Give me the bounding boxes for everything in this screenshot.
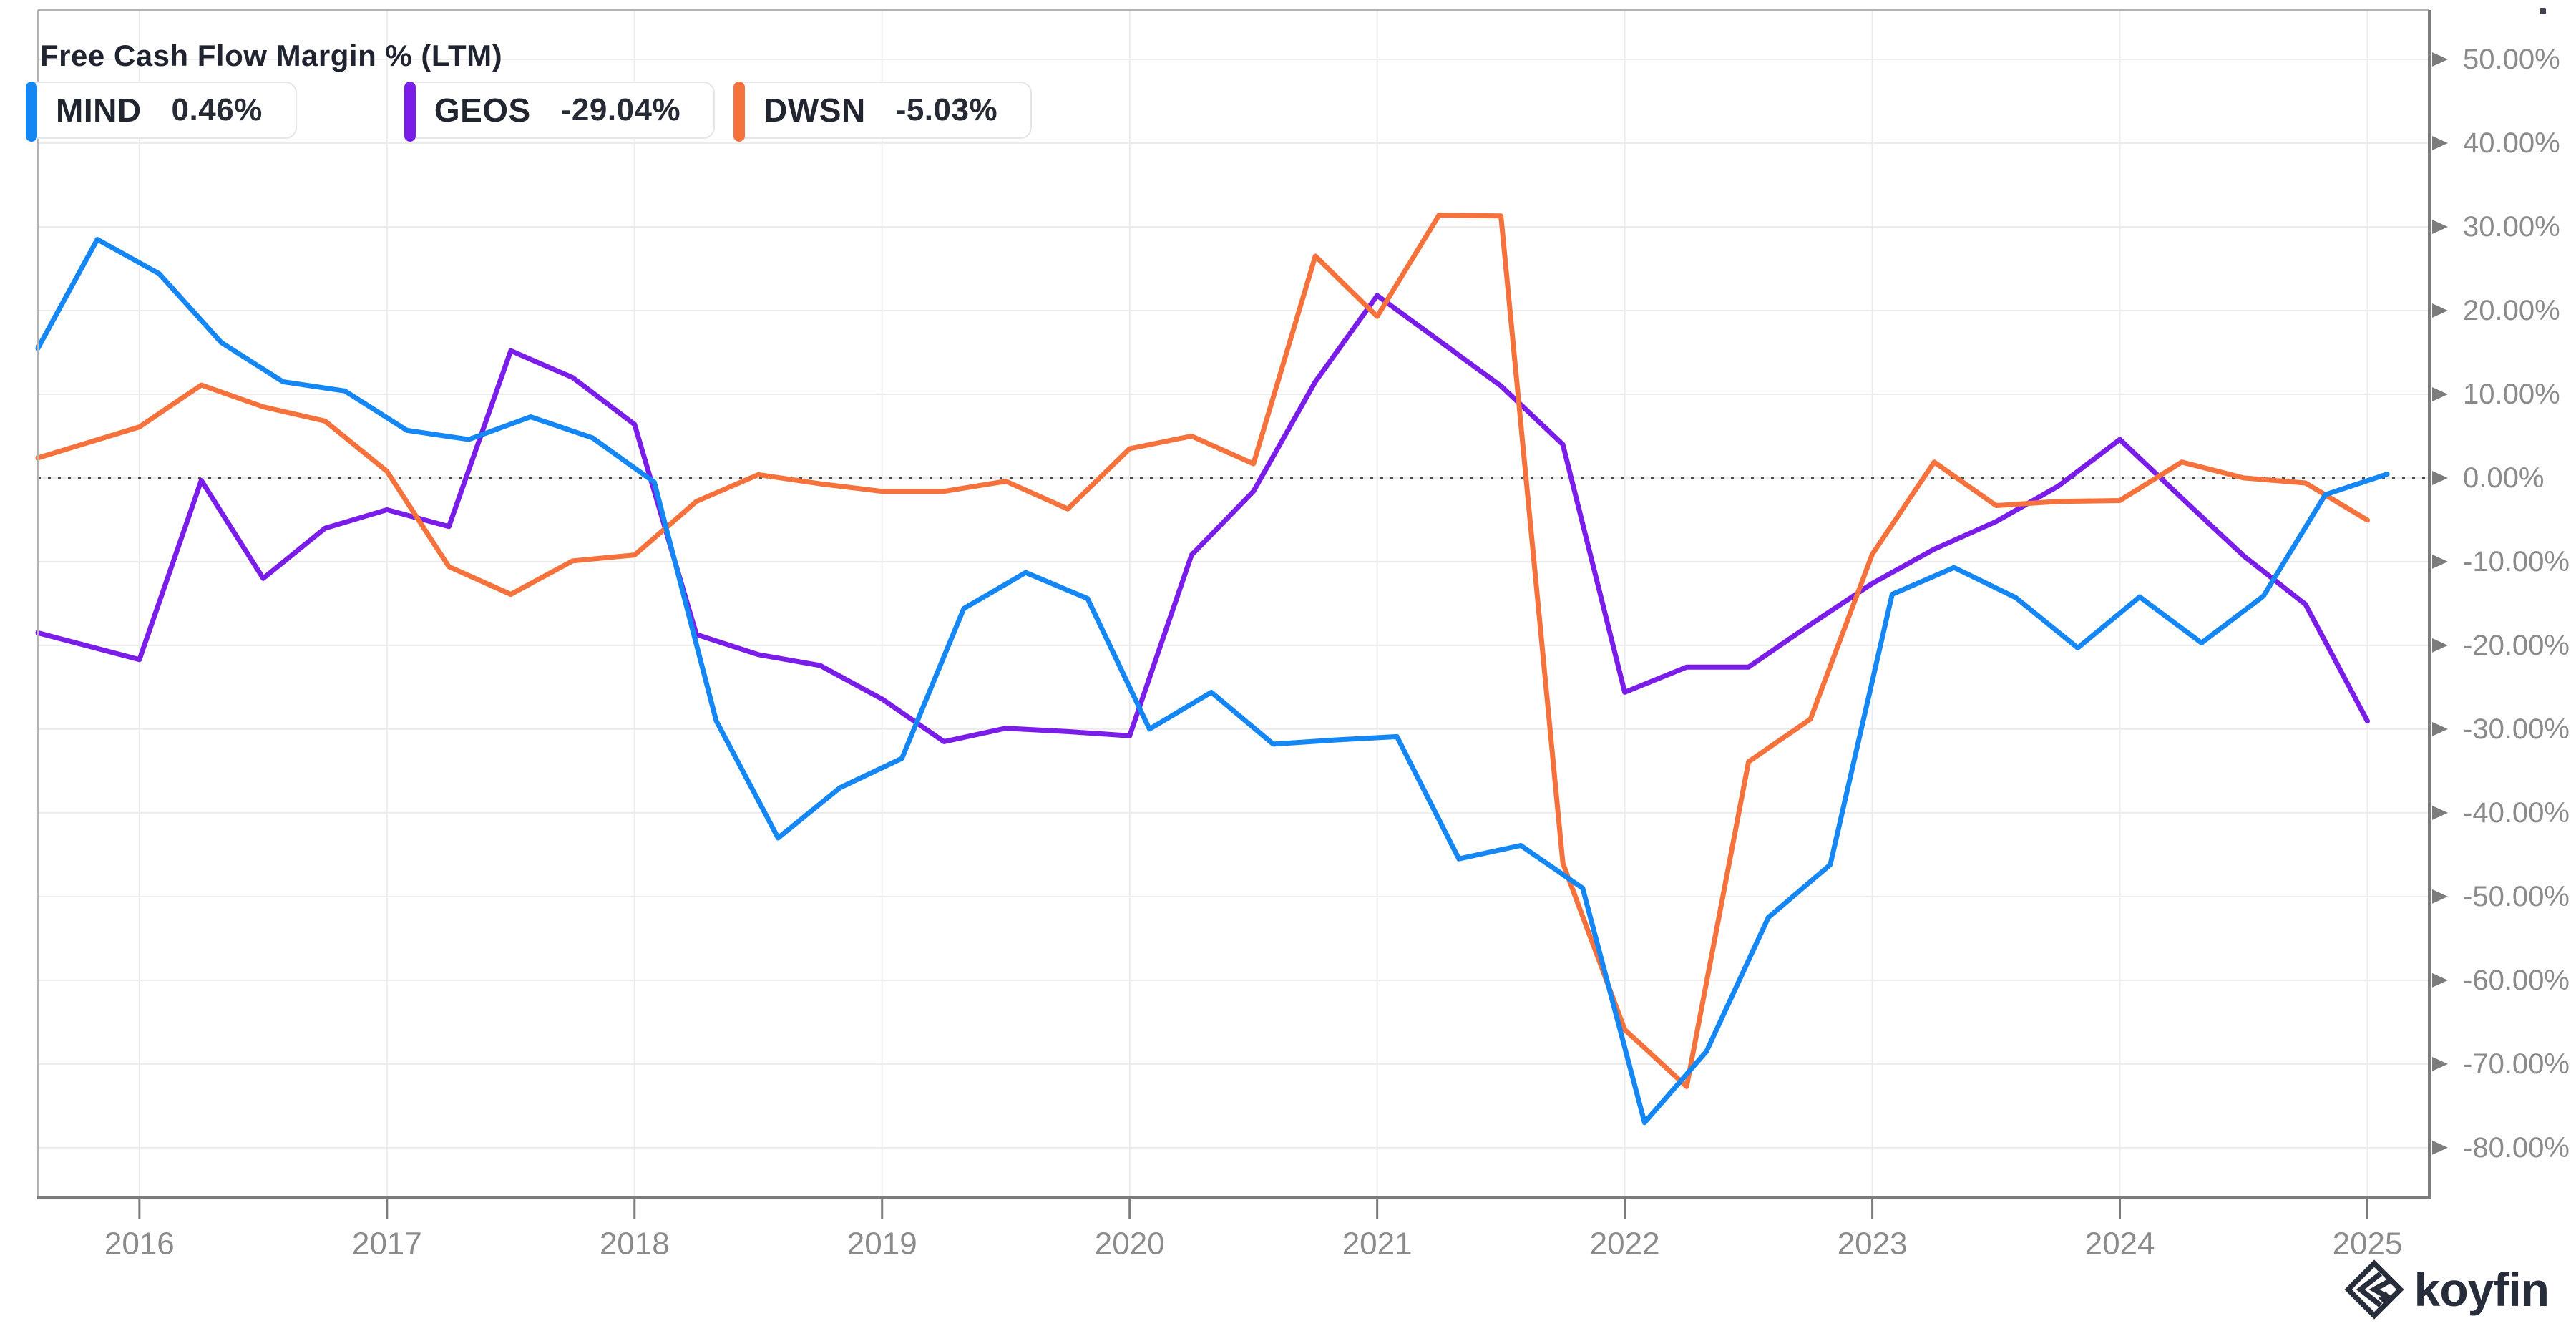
series-line-geos[interactable] [35, 293, 2370, 744]
y-tick-label: -30.00% [2463, 713, 2570, 745]
legend-ticker-mind: MIND [56, 92, 142, 129]
y-tick-label: -20.00% [2463, 630, 2570, 661]
y-tick-label: -70.00% [2463, 1048, 2570, 1080]
x-tick-label: 2020 [1095, 1227, 1165, 1262]
legend-badge-mind[interactable]: MIND 0.46% [26, 82, 297, 142]
x-tick-label: 2016 [104, 1227, 175, 1262]
x-tick-label: 2018 [600, 1227, 670, 1262]
y-tick-arrow-icon [2432, 805, 2448, 820]
y-tick-label: 10.00% [2463, 379, 2560, 410]
x-tick-label: 2021 [1342, 1227, 1413, 1262]
x-tick-label: 2024 [2085, 1227, 2155, 1262]
koyfin-logo[interactable]: koyfin [2344, 1259, 2550, 1320]
legend-ticker-geos: GEOS [434, 92, 531, 129]
legend-value-dwsn: -5.03% [895, 92, 998, 127]
y-tick-arrow-icon [2432, 386, 2448, 401]
series-line-dwsn[interactable] [35, 213, 2370, 1089]
legend-color-bar-dwsn [733, 82, 746, 142]
koyfin-mark-dot [2378, 1291, 2393, 1305]
y-tick-arrow-icon [2432, 1140, 2448, 1155]
x-tick-label: 2017 [352, 1227, 422, 1262]
x-tick-label: 2023 [1838, 1227, 1908, 1262]
legend-color-bar-geos [404, 82, 416, 142]
x-tick-label: 2019 [847, 1227, 917, 1262]
y-tick-label: 20.00% [2463, 295, 2560, 326]
y-tick-label: 50.00% [2463, 44, 2560, 75]
y-tick-label: 30.00% [2463, 211, 2560, 243]
legend: MIND 0.46% GEOS -29.04% DWSN -5.03% [26, 82, 1033, 142]
y-tick-arrow-icon [2432, 136, 2448, 151]
y-tick-arrow-icon [2432, 303, 2448, 318]
y-tick-arrow-icon [2432, 972, 2448, 988]
legend-badge-geos[interactable]: GEOS -29.04% [404, 82, 716, 142]
koyfin-wordmark: koyfin [2414, 1263, 2550, 1316]
y-tick-label: -80.00% [2463, 1132, 2570, 1164]
y-tick-arrow-icon [2432, 721, 2448, 736]
y-tick-label: -40.00% [2463, 797, 2570, 829]
series-line-mind[interactable] [35, 237, 2390, 1126]
y-tick-arrow-icon [2432, 638, 2448, 653]
legend-value-geos: -29.04% [560, 92, 681, 127]
corner-dot [2540, 8, 2546, 14]
y-tick-label: 40.00% [2463, 127, 2560, 159]
y-tick-arrow-icon [2432, 1056, 2448, 1071]
y-tick-arrow-icon [2432, 219, 2448, 234]
y-tick-arrow-icon [2432, 889, 2448, 904]
legend-color-bar-mind [26, 82, 37, 142]
x-tick-label: 2025 [2333, 1227, 2403, 1262]
legend-ticker-dwsn: DWSN [763, 92, 866, 129]
gridlines [38, 10, 2429, 1198]
y-tick-arrow-icon [2432, 470, 2448, 485]
koyfin-mark-icon [2344, 1259, 2404, 1320]
y-tick-arrow-icon [2432, 52, 2448, 67]
y-tick-arrow-icon [2432, 554, 2448, 569]
y-tick-label: 0.00% [2463, 462, 2544, 494]
y-tick-label: -60.00% [2463, 965, 2570, 996]
x-tick-label: 2022 [1590, 1227, 1660, 1262]
y-tick-label: -10.00% [2463, 546, 2570, 577]
page-title: Free Cash Flow Margin % (LTM) [40, 39, 503, 72]
y-tick-label: -50.00% [2463, 881, 2570, 912]
legend-badge-dwsn[interactable]: DWSN -5.03% [733, 82, 1033, 142]
legend-value-mind: 0.46% [171, 92, 263, 127]
